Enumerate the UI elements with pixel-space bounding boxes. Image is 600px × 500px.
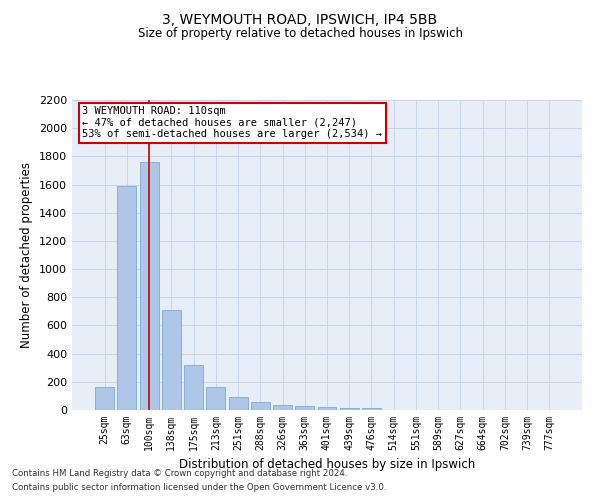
Y-axis label: Number of detached properties: Number of detached properties	[20, 162, 34, 348]
Bar	[229, 398, 248, 410]
Bar	[95, 388, 114, 410]
Bar	[362, 408, 381, 410]
X-axis label: Distribution of detached houses by size in Ipswich: Distribution of detached houses by size …	[179, 458, 475, 471]
Text: Contains public sector information licensed under the Open Government Licence v3: Contains public sector information licen…	[12, 484, 386, 492]
Bar	[140, 162, 158, 410]
Text: Size of property relative to detached houses in Ipswich: Size of property relative to detached ho…	[137, 28, 463, 40]
Bar	[317, 407, 337, 410]
Bar	[162, 310, 181, 410]
Text: 3 WEYMOUTH ROAD: 110sqm
← 47% of detached houses are smaller (2,247)
53% of semi: 3 WEYMOUTH ROAD: 110sqm ← 47% of detache…	[82, 106, 382, 140]
Text: Contains HM Land Registry data © Crown copyright and database right 2024.: Contains HM Land Registry data © Crown c…	[12, 468, 347, 477]
Bar	[118, 186, 136, 410]
Bar	[295, 406, 314, 410]
Bar	[184, 365, 203, 410]
Bar	[251, 402, 270, 410]
Bar	[273, 405, 292, 410]
Bar	[340, 408, 359, 410]
Text: 3, WEYMOUTH ROAD, IPSWICH, IP4 5BB: 3, WEYMOUTH ROAD, IPSWICH, IP4 5BB	[163, 12, 437, 26]
Bar	[206, 388, 225, 410]
